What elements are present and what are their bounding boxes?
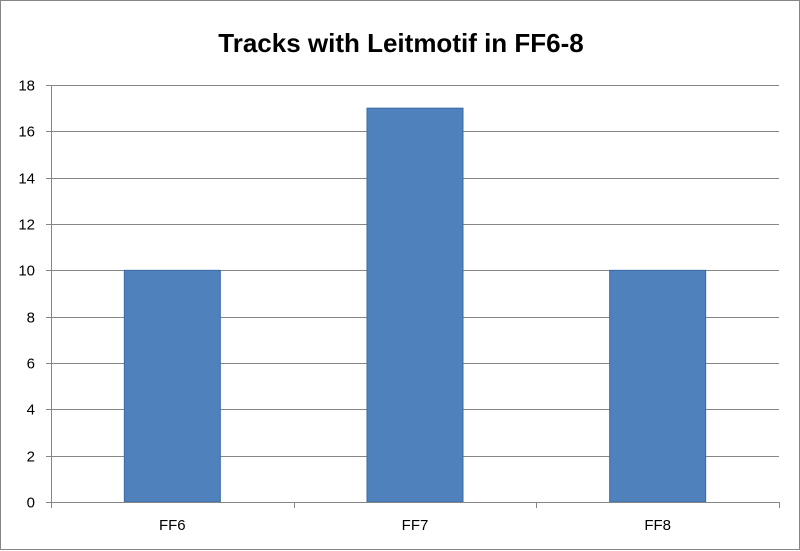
x-category-label: FF7 <box>402 517 429 534</box>
y-tick-labels: 0 2 4 6 8 10 12 14 16 18 <box>18 78 35 512</box>
y-tick-label: 8 <box>27 310 35 327</box>
y-tick-label: 16 <box>18 124 35 141</box>
y-tick-label: 0 <box>27 495 35 512</box>
bars <box>123 107 707 503</box>
bar-FF7 <box>366 107 464 503</box>
y-tick-label: 6 <box>27 356 35 373</box>
x-category-labels: FF6 FF7 FF8 <box>159 517 671 534</box>
bar-FF8 <box>609 269 707 503</box>
y-tick-label: 2 <box>27 449 35 466</box>
x-category-label: FF8 <box>644 517 671 534</box>
y-tick-label: 12 <box>18 217 35 234</box>
y-tick-label: 4 <box>27 402 35 419</box>
y-tick-label: 10 <box>18 263 35 280</box>
x-category-label: FF6 <box>159 517 186 534</box>
bar-FF6 <box>123 269 221 503</box>
y-tick-label: 18 <box>18 78 35 95</box>
y-tick-label: 14 <box>18 171 35 188</box>
axes <box>46 85 780 508</box>
chart-title: Tracks with Leitmotif in FF6-8 <box>218 28 584 58</box>
